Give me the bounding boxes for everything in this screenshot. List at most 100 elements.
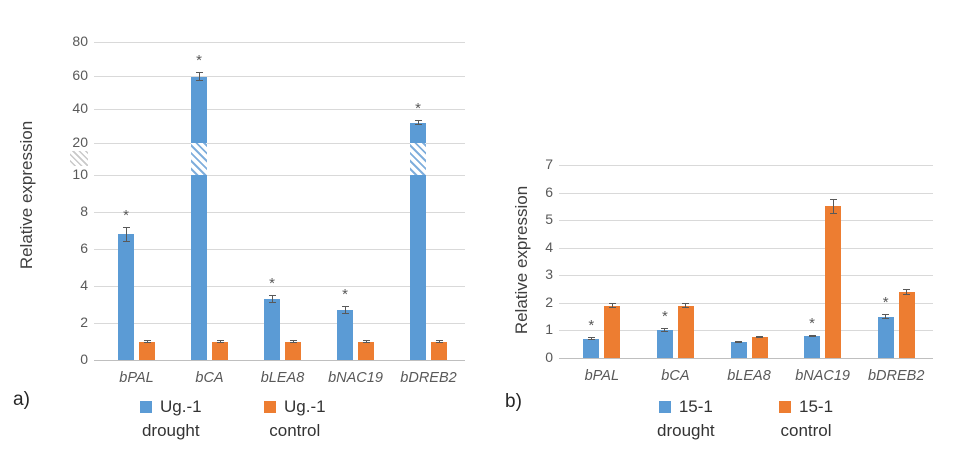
y-tick-label: 8 — [80, 203, 88, 219]
bar-drought — [118, 234, 134, 360]
error-bar-cap-bottom — [882, 318, 890, 320]
x-category-label: bNAC19 — [328, 370, 383, 386]
error-bar-cap-bottom — [362, 341, 370, 343]
legend-item: Ug.-1 control — [264, 396, 326, 442]
legend-label-line2: control — [780, 421, 832, 441]
significance-asterisk: * — [196, 52, 202, 70]
error-bar-cap-top — [882, 313, 890, 315]
legend-label-line2: control — [269, 421, 321, 441]
y-tick-label: 0 — [80, 351, 88, 367]
legend-swatch — [658, 400, 671, 413]
legend-swatch — [140, 400, 152, 413]
error-bar-cap-top — [808, 334, 816, 336]
error-bar-cap-top — [587, 337, 595, 339]
error-bar-cap-bottom — [216, 341, 224, 343]
gridline — [94, 249, 465, 250]
error-bar-cap-top — [289, 340, 297, 342]
x-category-label: bNAC19 — [795, 368, 850, 384]
gridline — [94, 75, 465, 77]
error-bar-cap-bottom — [756, 337, 763, 339]
y-tick-label: 4 — [80, 277, 88, 293]
error-bar-cap-bottom — [268, 301, 276, 303]
significance-asterisk: * — [415, 100, 421, 118]
x-category-label: bCA — [661, 368, 690, 384]
gridline — [559, 165, 933, 166]
error-bar-cap-bottom — [122, 240, 130, 242]
legend-row: Ug.-1 — [264, 396, 326, 417]
y-tick-label: 2 — [80, 314, 88, 330]
legend-swatch — [264, 400, 276, 413]
error-bar-cap-top — [143, 340, 151, 342]
legend-row: 15-1 — [658, 396, 713, 417]
gridline — [559, 275, 933, 277]
panel-label-b: b) — [505, 391, 522, 412]
legend-item: 15-1 control — [779, 396, 833, 442]
error-bar — [906, 288, 908, 296]
error-bar-cap-bottom — [414, 124, 422, 126]
error-bar — [759, 336, 760, 339]
error-bar-cap-bottom — [195, 79, 203, 81]
bar-control — [751, 337, 768, 358]
x-category-label: bLEA8 — [260, 370, 305, 386]
legend-b: 15-1 drought 15-1 control — [477, 396, 953, 460]
error-bar-cap-top — [661, 328, 669, 330]
significance-asterisk: * — [342, 286, 348, 304]
gridline — [559, 247, 933, 249]
bar-control — [431, 341, 447, 360]
error-bar-cap-top — [435, 340, 443, 342]
error-bar — [664, 328, 666, 333]
error-bar-cap-top — [735, 340, 742, 342]
gridline — [94, 42, 465, 43]
plot-area-a: 0 2 4 6 8 10 20 40 60 80 bPAL * bCA * bLEA8 * bNAC19 * bDR… — [70, 25, 465, 386]
gridline — [559, 192, 933, 194]
gridline — [94, 143, 465, 144]
error-bar-cap-top — [414, 120, 422, 122]
y-tick-label: 80 — [72, 33, 88, 49]
legend-row: Ug.-1 — [140, 396, 202, 417]
legend-label-line2: drought — [657, 421, 715, 441]
legend-label-line2: drought — [141, 421, 200, 441]
error-bar-cap-top — [362, 340, 370, 342]
legend-item: 15-1 drought — [657, 396, 715, 442]
y-tick-label: 0 — [545, 349, 553, 365]
y-tick-label: 2 — [545, 293, 553, 310]
y-axis-title-b: Relative expression — [512, 185, 531, 335]
error-bar — [685, 302, 687, 309]
gridline — [94, 109, 465, 111]
chart-panel-b: Relative expression 0 1 2 3 4 5 6 7 bPAL * bCA * bLE… — [477, 0, 953, 467]
significance-asterisk: * — [809, 314, 816, 332]
error-bar-cap-top — [756, 336, 763, 338]
y-tick-label: 1 — [545, 321, 553, 338]
error-bar — [344, 306, 346, 314]
axis-break-hatch — [410, 143, 426, 175]
error-bar — [417, 120, 419, 126]
error-bar — [611, 302, 613, 309]
axis-break-hatch — [191, 143, 207, 175]
error-bar — [146, 340, 148, 343]
x-category-label: bLEA8 — [727, 368, 771, 384]
legend-label-line1: 15-1 — [799, 397, 834, 416]
bar-drought — [410, 122, 426, 360]
error-bar-cap-bottom — [143, 341, 151, 343]
error-bar-cap-top — [195, 72, 203, 74]
error-bar-cap-top — [829, 198, 837, 200]
error-bar-cap-top — [268, 295, 276, 297]
legend-label-line1: Ug.-1 — [160, 397, 202, 416]
error-bar-cap-bottom — [903, 294, 911, 296]
y-tick-label: 5 — [545, 211, 553, 228]
x-category-label: bPAL — [119, 370, 154, 386]
y-tick-label: 7 — [545, 156, 553, 172]
x-category-label: bPAL — [584, 368, 620, 384]
legend-item: Ug.-1 drought — [140, 396, 202, 442]
bar-drought — [804, 335, 821, 358]
error-bar-cap-bottom — [435, 341, 443, 343]
error-bar-cap-bottom — [735, 342, 742, 344]
y-axis-title-a: Relative expression — [17, 120, 36, 270]
bar-control — [898, 291, 915, 358]
gridline — [559, 302, 933, 304]
error-bar-cap-bottom — [661, 331, 669, 333]
x-category-label: bDREB2 — [400, 370, 457, 386]
bar-control — [358, 341, 374, 360]
error-bar-cap-bottom — [808, 336, 816, 338]
bar-drought — [730, 342, 747, 358]
